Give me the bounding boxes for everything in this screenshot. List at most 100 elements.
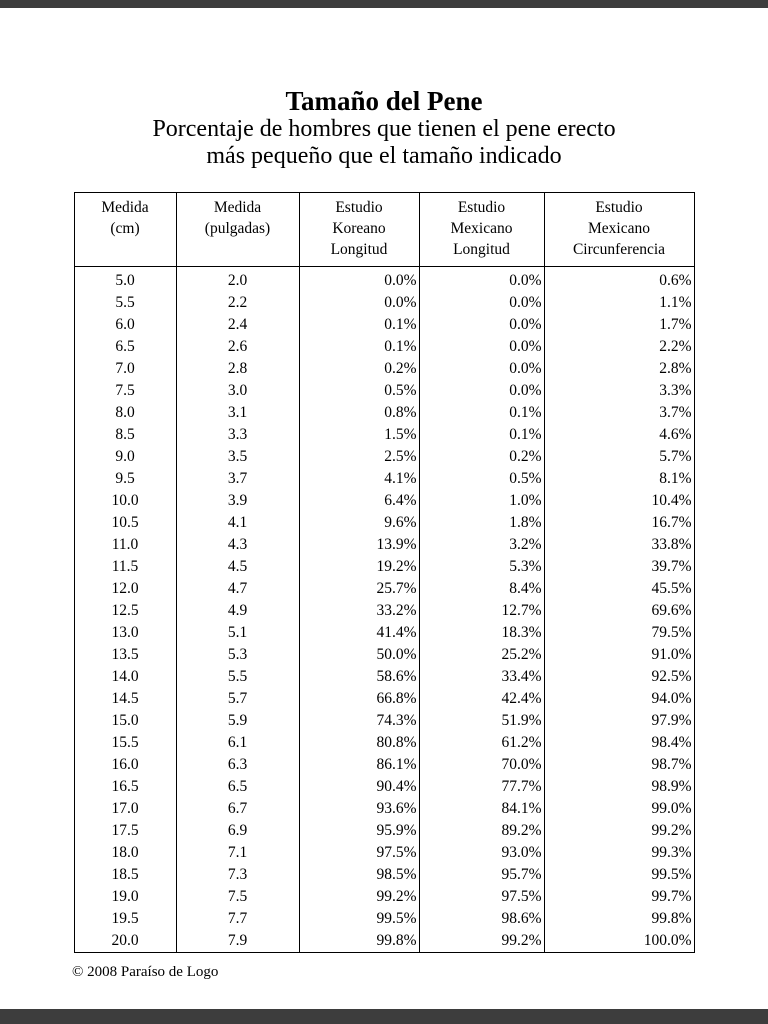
table-cell: 16.0	[73, 754, 177, 776]
table-cell: 7.3	[175, 864, 300, 886]
table-cell: 3.0	[175, 380, 300, 402]
table-cell: 33.2%	[298, 600, 420, 622]
table-row: 13.0 5.1 41.4% 18.3% 79.5%	[73, 622, 695, 644]
table-cell: 33.8%	[543, 534, 695, 556]
table-cell: 84.1%	[418, 798, 545, 820]
table-cell: 5.3	[175, 644, 300, 666]
table-cell: 5.7	[175, 688, 300, 710]
table-cell: 0.8%	[298, 402, 420, 424]
table-cell: 4.5	[175, 556, 300, 578]
table-cell: 11.0	[73, 534, 177, 556]
table-cell: 99.3%	[543, 842, 695, 864]
table-cell: 20.0	[73, 930, 177, 953]
table-row: 17.5 6.9 95.9% 89.2% 99.2%	[73, 820, 695, 842]
table-cell: 16.5	[73, 776, 177, 798]
column-header: Medida (pulgadas)	[175, 192, 300, 267]
viewer-top-bar	[0, 0, 768, 8]
table-cell: 5.9	[175, 710, 300, 732]
size-percentile-table: Medida (cm) Medida (pulgadas) Estudio Koreano…	[73, 192, 695, 953]
viewer-bottom-bar	[0, 1009, 768, 1024]
table-cell: 6.7	[175, 798, 300, 820]
table-cell: 0.0%	[418, 292, 545, 314]
table-cell: 0.1%	[418, 424, 545, 446]
table-cell: 69.6%	[543, 600, 695, 622]
table-row: 8.5 3.3 1.5% 0.1% 4.6%	[73, 424, 695, 446]
table-cell: 4.7	[175, 578, 300, 600]
page-subtitle-line-2: más pequeño que el tamaño indicado	[206, 143, 562, 169]
table-row: 11.5 4.5 19.2% 5.3% 39.7%	[73, 556, 695, 578]
table-cell: 8.1%	[543, 468, 695, 490]
table-cell: 6.0	[73, 314, 177, 336]
table-cell: 2.8%	[543, 358, 695, 380]
table-cell: 50.0%	[298, 644, 420, 666]
document-page: Tamaño del Pene Porcentaje de hombres qu…	[0, 8, 768, 1009]
table-cell: 0.0%	[418, 358, 545, 380]
table-cell: 14.5	[73, 688, 177, 710]
table-cell: 11.5	[73, 556, 177, 578]
table-cell: 15.0	[73, 710, 177, 732]
table-cell: 41.4%	[298, 622, 420, 644]
table-row: 14.0 5.5 58.6% 33.4% 92.5%	[73, 666, 695, 688]
table-cell: 5.0	[73, 266, 177, 292]
table-cell: 4.6%	[543, 424, 695, 446]
table-cell: 99.0%	[543, 798, 695, 820]
table-cell: 0.5%	[298, 380, 420, 402]
table-row: 7.0 2.8 0.2% 0.0% 2.8%	[73, 358, 695, 380]
table-cell: 99.7%	[543, 886, 695, 908]
table-cell: 3.7	[175, 468, 300, 490]
table-cell: 4.1%	[298, 468, 420, 490]
table-row: 17.0 6.7 93.6% 84.1% 99.0%	[73, 798, 695, 820]
table-cell: 25.2%	[418, 644, 545, 666]
table-cell: 18.3%	[418, 622, 545, 644]
table-cell: 9.0	[73, 446, 177, 468]
table-cell: 39.7%	[543, 556, 695, 578]
table-cell: 99.2%	[298, 886, 420, 908]
table-cell: 98.9%	[543, 776, 695, 798]
table-row: 12.0 4.7 25.7% 8.4% 45.5%	[73, 578, 695, 600]
table-cell: 3.5	[175, 446, 300, 468]
table-cell: 74.3%	[298, 710, 420, 732]
table-cell: 97.9%	[543, 710, 695, 732]
table-cell: 16.7%	[543, 512, 695, 534]
table-cell: 19.0	[73, 886, 177, 908]
table-cell: 17.5	[73, 820, 177, 842]
table-cell: 18.0	[73, 842, 177, 864]
table-cell: 13.5	[73, 644, 177, 666]
copyright-notice: © 2008 Paraíso de Logo	[72, 964, 219, 980]
column-header: Medida (cm)	[73, 192, 177, 267]
table-cell: 0.1%	[298, 314, 420, 336]
table-cell: 4.9	[175, 600, 300, 622]
table-cell: 6.1	[175, 732, 300, 754]
table-cell: 93.6%	[298, 798, 420, 820]
table-cell: 2.5%	[298, 446, 420, 468]
table-cell: 33.4%	[418, 666, 545, 688]
table-row: 15.0 5.9 74.3% 51.9% 97.9%	[73, 710, 695, 732]
table-cell: 3.2%	[418, 534, 545, 556]
table-cell: 99.5%	[298, 908, 420, 930]
page-title: Tamaño del Pene	[285, 86, 483, 116]
table-cell: 97.5%	[298, 842, 420, 864]
table-cell: 79.5%	[543, 622, 695, 644]
table-cell: 95.9%	[298, 820, 420, 842]
table-cell: 3.1	[175, 402, 300, 424]
table-cell: 3.3	[175, 424, 300, 446]
table-cell: 70.0%	[418, 754, 545, 776]
table-row: 10.0 3.9 6.4% 1.0% 10.4%	[73, 490, 695, 512]
table-body: 5.0 2.0 0.0% 0.0% 0.6% 5.5 2.2 0.0% 0.0% 1.1% 6.0 2…	[73, 266, 695, 953]
table-cell: 1.0%	[418, 490, 545, 512]
table-cell: 94.0%	[543, 688, 695, 710]
table-cell: 6.4%	[298, 490, 420, 512]
table-cell: 13.0	[73, 622, 177, 644]
table-cell: 15.5	[73, 732, 177, 754]
table-cell: 93.0%	[418, 842, 545, 864]
table-cell: 5.1	[175, 622, 300, 644]
table-cell: 9.6%	[298, 512, 420, 534]
page-subtitle: Porcentaje de hombres que tienen el pene…	[0, 116, 768, 170]
table-cell: 0.0%	[418, 380, 545, 402]
table-cell: 99.8%	[543, 908, 695, 930]
table-cell: 98.6%	[418, 908, 545, 930]
table-row: 11.0 4.3 13.9% 3.2% 33.8%	[73, 534, 695, 556]
table-cell: 0.1%	[418, 402, 545, 424]
table-cell: 2.2%	[543, 336, 695, 358]
